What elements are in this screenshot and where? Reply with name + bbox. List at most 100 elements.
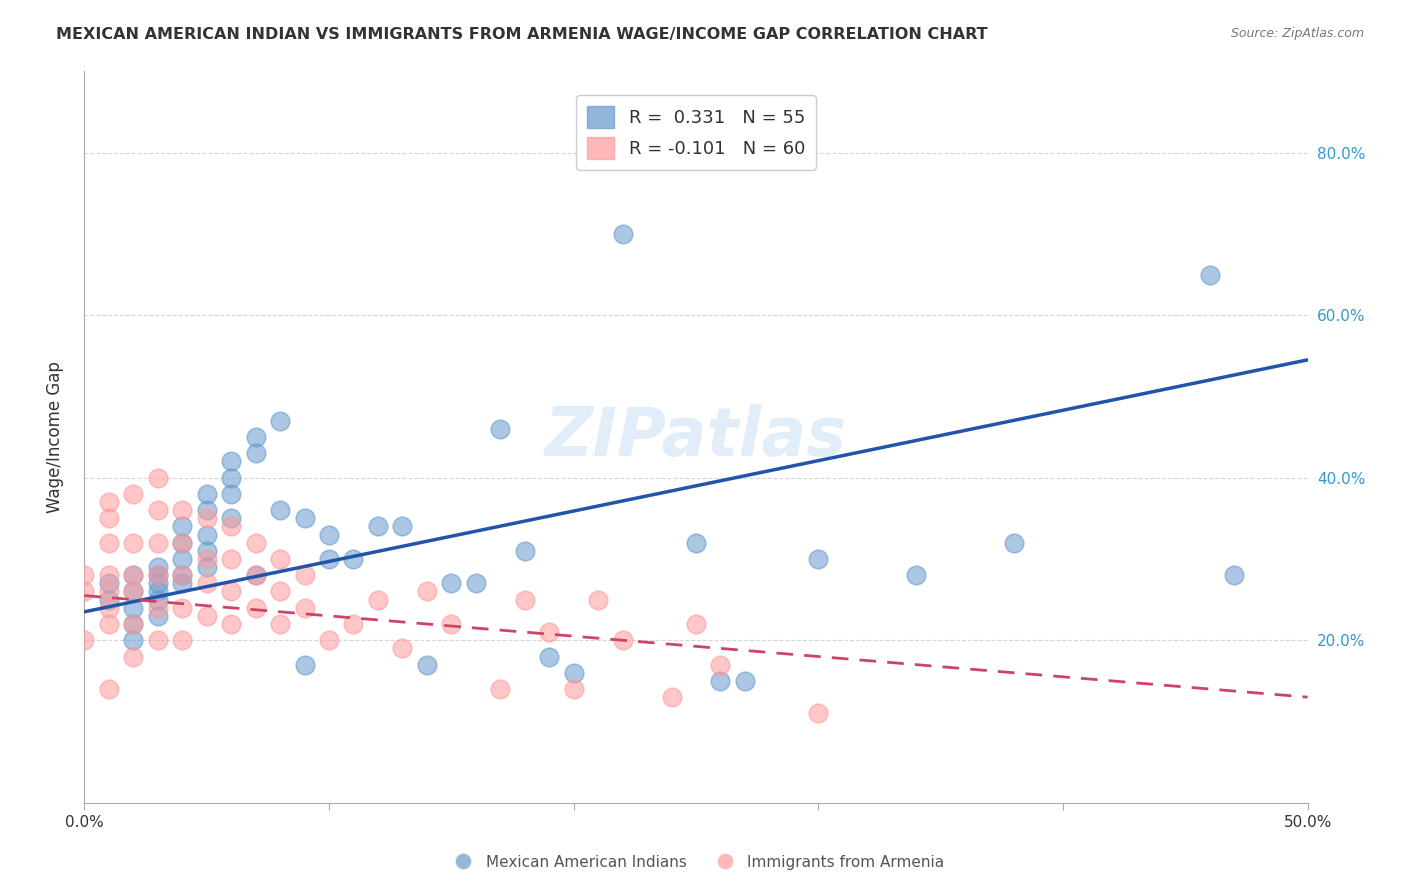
Point <box>97 600 120 615</box>
Point <box>146 471 169 485</box>
Point <box>219 487 242 501</box>
Legend: Mexican American Indians, Immigrants from Armenia: Mexican American Indians, Immigrants fro… <box>441 848 950 876</box>
Point <box>122 535 145 549</box>
Point <box>464 576 486 591</box>
Point <box>219 584 242 599</box>
Y-axis label: Wage/Income Gap: Wage/Income Gap <box>45 361 63 513</box>
Point <box>219 519 242 533</box>
Point <box>245 430 267 444</box>
Point <box>416 584 439 599</box>
Point <box>1198 268 1220 282</box>
Point <box>97 511 120 525</box>
Point <box>513 592 536 607</box>
Point <box>172 519 194 533</box>
Point <box>146 568 169 582</box>
Point <box>146 592 169 607</box>
Point <box>807 706 830 721</box>
Point <box>367 592 389 607</box>
Point <box>146 608 169 623</box>
Point <box>195 544 218 558</box>
Point <box>97 584 120 599</box>
Text: Source: ZipAtlas.com: Source: ZipAtlas.com <box>1230 27 1364 40</box>
Point <box>195 560 218 574</box>
Point <box>612 633 634 648</box>
Point <box>342 617 364 632</box>
Point <box>122 633 145 648</box>
Point <box>538 649 561 664</box>
Point <box>195 608 218 623</box>
Point <box>219 552 242 566</box>
Point <box>122 568 145 582</box>
Point <box>245 535 267 549</box>
Point <box>294 568 316 582</box>
Point <box>245 568 267 582</box>
Point <box>269 414 291 428</box>
Text: ZIPatlas: ZIPatlas <box>546 404 846 470</box>
Point <box>146 600 169 615</box>
Point <box>538 625 561 640</box>
Point <box>807 552 830 566</box>
Point <box>146 560 169 574</box>
Point <box>685 535 707 549</box>
Point <box>172 535 194 549</box>
Point <box>146 584 169 599</box>
Point <box>245 600 267 615</box>
Point <box>122 568 145 582</box>
Point <box>172 568 194 582</box>
Point <box>195 576 218 591</box>
Point <box>97 576 120 591</box>
Point <box>734 673 756 688</box>
Point <box>294 657 316 672</box>
Point <box>122 584 145 599</box>
Point <box>195 487 218 501</box>
Point <box>97 617 120 632</box>
Point <box>318 633 340 648</box>
Point <box>172 576 194 591</box>
Point <box>97 535 120 549</box>
Point <box>709 657 731 672</box>
Point <box>73 568 96 582</box>
Point <box>122 649 145 664</box>
Point <box>709 673 731 688</box>
Point <box>97 592 120 607</box>
Point <box>269 503 291 517</box>
Point <box>172 633 194 648</box>
Point <box>219 471 242 485</box>
Point <box>440 576 463 591</box>
Text: MEXICAN AMERICAN INDIAN VS IMMIGRANTS FROM ARMENIA WAGE/INCOME GAP CORRELATION C: MEXICAN AMERICAN INDIAN VS IMMIGRANTS FR… <box>56 27 988 42</box>
Point <box>195 527 218 541</box>
Point <box>269 584 291 599</box>
Point <box>391 641 413 656</box>
Point <box>661 690 683 705</box>
Point <box>146 576 169 591</box>
Point <box>269 617 291 632</box>
Point <box>367 519 389 533</box>
Point <box>685 617 707 632</box>
Point <box>612 227 634 241</box>
Point <box>146 633 169 648</box>
Point <box>172 552 194 566</box>
Point <box>489 681 512 696</box>
Point <box>294 600 316 615</box>
Point <box>562 681 585 696</box>
Point <box>219 617 242 632</box>
Point <box>219 511 242 525</box>
Point <box>391 519 413 533</box>
Point <box>440 617 463 632</box>
Point <box>1002 535 1025 549</box>
Point <box>73 633 96 648</box>
Point <box>219 454 242 468</box>
Point <box>146 568 169 582</box>
Point <box>342 552 364 566</box>
Point <box>97 495 120 509</box>
Point <box>562 665 585 680</box>
Point <box>172 503 194 517</box>
Point <box>269 552 291 566</box>
Point <box>122 617 145 632</box>
Point <box>294 511 316 525</box>
Point <box>318 552 340 566</box>
Point <box>122 617 145 632</box>
Point <box>1223 568 1246 582</box>
Point <box>318 527 340 541</box>
Point <box>172 600 194 615</box>
